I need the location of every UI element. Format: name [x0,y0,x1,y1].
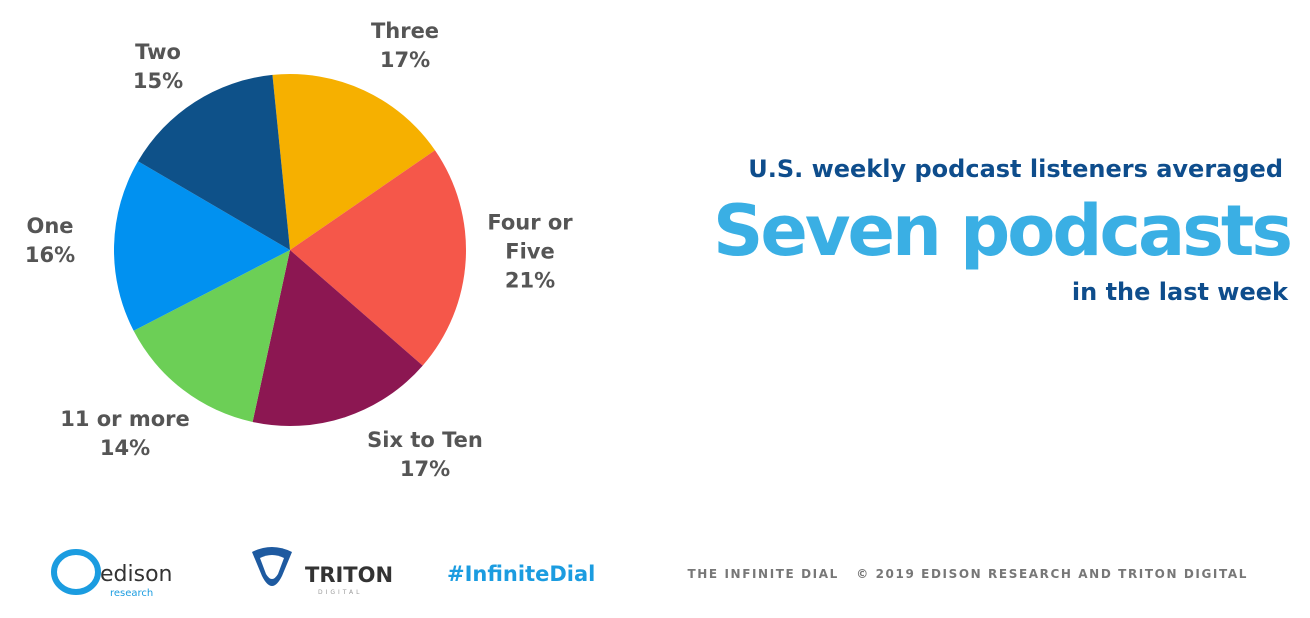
triton-text: TRITON [305,563,393,587]
triton-logo-inner [260,555,284,579]
slice-value: 16% [24,243,76,267]
pie-chart [114,73,466,426]
slice-label: One 16% [5,212,95,270]
edison-sub: research [110,588,153,599]
pie-slice [252,250,423,426]
slice-value: 15% [132,69,184,93]
edison-text: edison [100,562,172,587]
slice-value: 21% [504,268,556,293]
slice-label: Two 15% [113,38,203,96]
slice-value: 17% [399,457,451,481]
headline-lead: U.S. weekly podcast listeners averaged [748,155,1283,183]
triton-sub: DIGITAL [318,589,362,596]
headline-tail: in the last week [1071,278,1288,306]
pie-slice [137,74,290,250]
slice-name: Two [135,40,181,64]
slice-label: Four or Five 21% [480,209,580,296]
edison-logo [51,549,101,595]
headline-main: Seven podcasts [712,190,1293,272]
hashtag: #InfiniteDial [447,562,595,586]
slice-value: 17% [379,48,431,72]
slice-value: 14% [99,436,151,460]
pie-slice [133,250,290,422]
credit: THE INFINITE DIAL © 2019 EDISON RESEARCH… [687,567,1248,581]
slice-name: 11 or more [60,407,190,431]
slice-name: Four or Five [487,210,573,264]
slice-label: 11 or more 14% [55,405,195,463]
slice-name: Six to Ten [367,428,483,452]
pie-slice [114,161,290,331]
slice-name: Three [370,19,440,43]
pie-slice [290,150,466,366]
slice-label: Three 17% [360,17,450,75]
footer: edison research TRITON DIGITAL #Infinite… [51,547,1248,599]
slice-label: Six to Ten 17% [355,426,495,484]
pie-slice [272,73,435,250]
slice-name: One [26,214,74,238]
